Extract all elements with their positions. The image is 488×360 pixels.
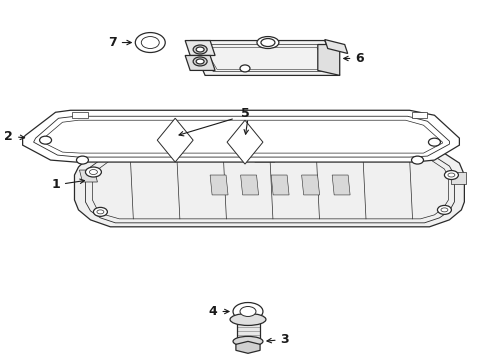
- Text: 4: 4: [208, 305, 228, 318]
- Ellipse shape: [233, 302, 263, 320]
- Polygon shape: [80, 170, 97, 182]
- Polygon shape: [411, 112, 427, 118]
- Polygon shape: [240, 175, 258, 195]
- Polygon shape: [210, 175, 227, 195]
- Text: 7: 7: [108, 36, 131, 49]
- Polygon shape: [237, 319, 260, 341]
- Text: 5: 5: [240, 107, 249, 120]
- Polygon shape: [331, 175, 349, 195]
- Polygon shape: [226, 120, 263, 164]
- Ellipse shape: [193, 45, 207, 54]
- Text: 1: 1: [51, 179, 84, 192]
- Polygon shape: [72, 112, 88, 118]
- Ellipse shape: [85, 167, 101, 177]
- Ellipse shape: [196, 59, 203, 64]
- Ellipse shape: [93, 207, 107, 216]
- Polygon shape: [74, 148, 464, 227]
- Polygon shape: [22, 110, 458, 162]
- Polygon shape: [450, 172, 466, 184]
- Ellipse shape: [444, 171, 457, 180]
- Ellipse shape: [447, 173, 454, 177]
- Polygon shape: [270, 175, 288, 195]
- Text: 2: 2: [4, 130, 24, 143]
- Ellipse shape: [261, 39, 274, 46]
- Text: 6: 6: [343, 52, 363, 65]
- Ellipse shape: [196, 47, 203, 52]
- Ellipse shape: [76, 156, 88, 164]
- Polygon shape: [185, 41, 215, 55]
- Polygon shape: [185, 55, 215, 71]
- Text: 3: 3: [266, 333, 288, 346]
- Polygon shape: [301, 175, 319, 195]
- Polygon shape: [317, 45, 339, 75]
- Polygon shape: [235, 341, 260, 353]
- Ellipse shape: [229, 314, 265, 325]
- Ellipse shape: [141, 37, 159, 49]
- Ellipse shape: [437, 206, 450, 214]
- Ellipse shape: [135, 32, 165, 53]
- Ellipse shape: [89, 170, 97, 175]
- Polygon shape: [249, 152, 274, 162]
- Ellipse shape: [427, 138, 440, 146]
- Polygon shape: [324, 40, 347, 54]
- Ellipse shape: [440, 208, 447, 212]
- Ellipse shape: [240, 65, 249, 72]
- Ellipse shape: [193, 57, 207, 66]
- Ellipse shape: [240, 306, 255, 316]
- Ellipse shape: [97, 210, 103, 214]
- Ellipse shape: [256, 37, 278, 49]
- Ellipse shape: [40, 136, 51, 144]
- Polygon shape: [157, 118, 193, 162]
- Ellipse shape: [255, 149, 267, 156]
- Ellipse shape: [233, 336, 263, 346]
- Ellipse shape: [411, 156, 423, 164]
- Polygon shape: [190, 41, 339, 75]
